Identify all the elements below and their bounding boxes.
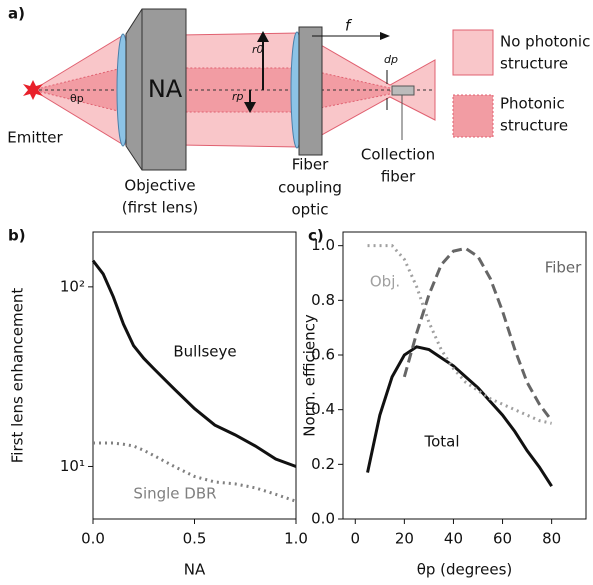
- legend-label: Photonic: [500, 95, 565, 113]
- x-tick-label: 0: [350, 530, 360, 548]
- legend-label: structure: [500, 117, 568, 135]
- label: NA: [148, 75, 183, 103]
- y-tick-label: 0.2: [311, 455, 335, 473]
- y-tick-label: 0.0: [311, 510, 335, 528]
- series-label: Bullseye: [173, 343, 236, 361]
- y-tick-label: 0.4: [311, 400, 335, 418]
- x-axis-label: NA: [184, 561, 206, 579]
- x-tick-label: 40: [444, 530, 463, 548]
- label: Collection: [361, 146, 435, 164]
- data-line: [91, 259, 297, 468]
- x-tick-label: 0.0: [81, 530, 105, 548]
- x-tick-label: 1.0: [284, 530, 308, 548]
- label: rp: [232, 90, 244, 103]
- arrowhead: [380, 32, 390, 40]
- diagram: Emitter NA θp r0 rp f dp Objective (firs…: [7, 8, 590, 219]
- y-tick-label: 1.0: [311, 236, 335, 254]
- label: optic: [292, 201, 329, 219]
- arrowhead: [257, 31, 269, 42]
- legend-swatch: [452, 94, 494, 138]
- x-tick-label: 80: [542, 530, 561, 548]
- series-label: Total: [423, 433, 459, 451]
- collection-fiber: [391, 85, 415, 96]
- label: (first lens): [122, 199, 199, 217]
- series-label: Fiber: [545, 259, 582, 277]
- series-label: Single DBR: [133, 485, 216, 503]
- panel-label: a): [8, 5, 25, 23]
- label: fiber: [381, 168, 416, 186]
- y-tick-label: 0.8: [311, 291, 335, 309]
- x-tick-label: 20: [395, 530, 414, 548]
- label: Emitter: [7, 129, 63, 147]
- x-axis-label: θp (degrees): [417, 561, 513, 579]
- y-axis-label: Norm. efficiency: [301, 314, 319, 437]
- legend-label: No photonic: [500, 33, 590, 51]
- y-tick-label: 10¹: [60, 457, 85, 475]
- plot-frame: [342, 231, 587, 520]
- x-tick-label: 60: [493, 530, 512, 548]
- data-line: [366, 345, 553, 488]
- coupling-optic: [298, 26, 323, 156]
- y-tick-label: 0.6: [311, 346, 335, 364]
- emitter-star: [23, 80, 43, 100]
- series-label: Obj.: [370, 273, 400, 291]
- legend-swatch: [452, 29, 494, 76]
- label: Objective: [124, 177, 195, 195]
- label: f: [345, 17, 353, 35]
- legend-label: structure: [500, 55, 568, 73]
- y-axis-label: First lens enhancement: [9, 288, 27, 464]
- x-tick-label: 0.5: [183, 530, 207, 548]
- data-line: [402, 246, 553, 422]
- label: θp: [70, 92, 84, 105]
- label: dp: [384, 53, 398, 66]
- y-tick-label: 10²: [60, 277, 85, 295]
- label: r0: [252, 43, 264, 56]
- panel-label: c): [308, 227, 324, 245]
- label: coupling: [278, 179, 342, 197]
- panel-label: b): [8, 227, 26, 245]
- arrowhead: [244, 102, 256, 113]
- label: Fiber: [292, 156, 329, 174]
